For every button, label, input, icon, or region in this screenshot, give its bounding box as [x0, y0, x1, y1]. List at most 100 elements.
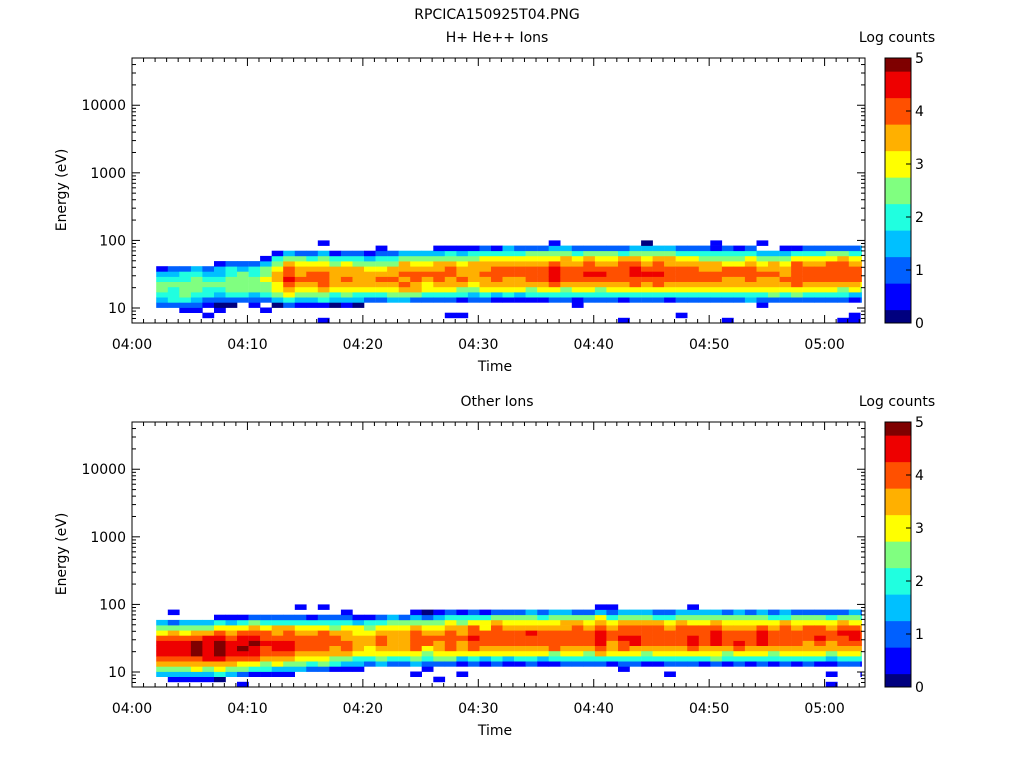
heatmap-cell: [398, 292, 411, 298]
heatmap-cell: [687, 255, 699, 262]
heatmap-cell: [364, 625, 376, 631]
heatmap-cell: [260, 261, 272, 267]
heatmap-cell: [721, 640, 734, 646]
heatmap-cell: [618, 656, 630, 662]
heatmap-cell: [294, 619, 307, 626]
heatmap-cell: [779, 661, 792, 667]
colorbar-segment: [885, 430, 911, 436]
heatmap-cell: [744, 650, 757, 657]
heatmap-cell: [340, 609, 353, 616]
heatmap-cell: [537, 297, 549, 303]
heatmap-cell: [768, 261, 780, 267]
heatmap-cell: [179, 292, 192, 298]
heatmap-cell: [548, 255, 561, 262]
heatmap-cell: [710, 255, 723, 262]
heatmap-cell: [502, 276, 515, 282]
heatmap-cell: [271, 281, 284, 288]
heatmap-cell: [779, 245, 792, 252]
colorbar-tick-label: 5: [915, 51, 924, 67]
heatmap-cell: [768, 292, 780, 298]
heatmap-cell: [225, 640, 238, 646]
heatmap-cell: [467, 656, 480, 662]
heatmap-cell: [652, 281, 665, 288]
heatmap-cell: [340, 286, 353, 293]
heatmap-cell: [433, 630, 446, 636]
heatmap-cell: [675, 650, 688, 657]
x-tick-label: 04:50: [689, 701, 729, 717]
heatmap-cell: [317, 276, 330, 282]
colorbar-tick-label: 3: [915, 521, 924, 537]
heatmap-cell: [583, 266, 596, 272]
heatmap-cell: [571, 286, 584, 293]
heatmap-cell: [456, 255, 469, 262]
x-axis-label: Time: [477, 359, 512, 375]
heatmap-cell: [802, 609, 815, 616]
heatmap-cell: [179, 630, 192, 636]
heatmap-cell: [260, 671, 272, 677]
heatmap-cell: [698, 276, 711, 282]
heatmap-cell: [398, 619, 411, 626]
heatmap-cell: [837, 276, 850, 282]
heatmap-cell: [248, 656, 261, 662]
heatmap-cell: [641, 292, 653, 298]
heatmap-cell: [606, 640, 619, 646]
heatmap-cell: [514, 255, 526, 262]
heatmap-cell: [618, 609, 630, 616]
heatmap-cell: [571, 650, 584, 657]
heatmap-cell: [364, 297, 376, 303]
heatmap-cell: [329, 619, 342, 626]
heatmap-cell: [260, 661, 272, 667]
heatmap-cell: [352, 645, 365, 652]
heatmap-cell: [260, 640, 272, 646]
heatmap-cell: [583, 650, 596, 657]
heatmap-cell: [444, 630, 457, 636]
heatmap-cell: [606, 609, 619, 616]
colorbar-segment: [885, 84, 911, 90]
heatmap-cell: [791, 281, 803, 288]
heatmap-cell: [444, 619, 457, 626]
heatmap-cell: [537, 661, 549, 667]
heatmap-cell: [294, 271, 307, 277]
heatmap-cell: [421, 255, 434, 262]
heatmap-cell: [329, 292, 342, 298]
heatmap-cell: [491, 661, 503, 667]
heatmap-cell: [283, 261, 295, 267]
colorbar-segment: [885, 620, 911, 626]
heatmap-cell: [721, 614, 734, 621]
heatmap-cell: [329, 661, 342, 667]
heatmap-cell: [387, 281, 399, 288]
heatmap-cell: [410, 661, 422, 667]
heatmap-cell: [629, 292, 642, 298]
heatmap-cell: [560, 640, 573, 646]
heatmap-cell: [421, 640, 434, 646]
heatmap-cell: [202, 292, 215, 298]
heatmap-cell: [340, 292, 353, 298]
heatmap-cell: [179, 676, 192, 683]
colorbar-segment: [885, 536, 911, 542]
heatmap-cell: [456, 661, 469, 667]
heatmap-cell: [710, 292, 723, 298]
heatmap-cell: [271, 630, 284, 636]
heatmap-cell: [237, 681, 249, 688]
heatmap-cell: [710, 635, 723, 641]
heatmap-cell: [260, 666, 272, 672]
heatmap-cell: [202, 276, 215, 282]
heatmap-cell: [860, 640, 862, 646]
heatmap-cell: [225, 666, 238, 672]
heatmap-cell: [202, 302, 215, 308]
heatmap-cell: [779, 276, 792, 282]
heatmap-cell: [791, 661, 803, 667]
heatmap-cell: [317, 250, 330, 257]
heatmap-cell: [190, 302, 203, 308]
heatmap-cell: [606, 661, 619, 667]
heatmap-cell: [387, 635, 399, 641]
heatmap-cell: [525, 645, 538, 652]
heatmap-cell: [202, 666, 215, 672]
heatmap-cell: [548, 661, 561, 667]
heatmap-cell: [352, 271, 365, 277]
heatmap-cell: [548, 250, 561, 257]
colorbar-segment: [885, 647, 911, 653]
heatmap-cell: [814, 266, 826, 272]
heatmap-cell: [768, 271, 780, 277]
heatmap-cell: [629, 630, 642, 636]
